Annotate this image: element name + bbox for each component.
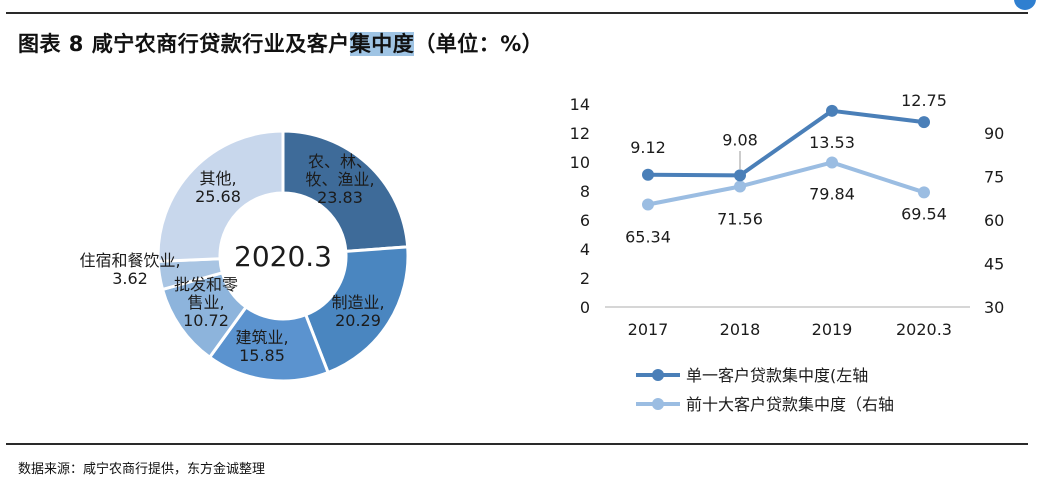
right-axis-tick-90: 90: [984, 124, 1004, 143]
series-right-label-3: 79.84: [809, 184, 855, 203]
donut-label-1-line-2: 牧、渔业,: [305, 170, 374, 189]
title-suffix: （单位：%）: [414, 32, 544, 56]
donut-label-3-line-2: 15.85: [239, 346, 285, 365]
left-axis-tick-14: 14: [570, 95, 590, 114]
donut-label-6-line-2: 25.68: [195, 187, 241, 206]
donut-slice-1: [281, 129, 410, 253]
title-prefix: 图表 8 咸宁农商行贷款行业及客户: [18, 32, 350, 56]
donut-label-2-line-1: 制造业,: [331, 293, 384, 312]
donut-label-1-line-1: 农、林、: [308, 152, 372, 171]
series-right-label-2: 71.56: [717, 209, 763, 228]
right-axis-tick-60: 60: [984, 211, 1004, 230]
donut-label-5-line-1: 住宿和餐饮业,: [79, 251, 180, 270]
donut-label-3-line-1: 建筑业,: [235, 328, 288, 347]
legend-left-swatch-dot: [652, 369, 664, 381]
left-axis-tick-2: 2: [580, 269, 590, 288]
legend-left-label: 单一客户贷款集中度(左轴: [686, 366, 868, 385]
series-right-label-4: 69.54: [901, 204, 947, 223]
left-axis-tick-8: 8: [580, 182, 590, 201]
series-left-label-4: 12.75: [901, 91, 947, 110]
series-right-label-1: 65.34: [625, 228, 671, 247]
left-axis-tick-12: 12: [570, 124, 590, 143]
left-axis-tick-4: 4: [580, 240, 590, 259]
title-highlight: 集中度: [349, 32, 415, 56]
left-axis-tick-0: 0: [580, 298, 590, 317]
donut-slice-2: [303, 245, 410, 375]
right-axis-tick-45: 45: [984, 255, 1004, 274]
series-left-label-2: 9.08: [722, 130, 758, 149]
x-tick-3: 2019: [812, 320, 853, 339]
source-note: 数据来源：咸宁农商行提供，东方金诚整理: [18, 462, 266, 477]
series-left-line: [647, 108, 925, 178]
donut-label-4-line-1: 批发和零: [174, 275, 238, 294]
series-left-point-1: [642, 168, 654, 181]
left-axis-tick-6: 6: [580, 211, 590, 230]
left-axis-tick-10: 10: [570, 153, 590, 172]
x-tick-1: 2017: [628, 320, 669, 339]
donut-slice-6: [156, 129, 285, 263]
series-right-point-1: [642, 198, 654, 211]
bottom-rule: [6, 443, 1028, 445]
donut-label-1-line-3: 23.83: [317, 188, 363, 207]
donut-label-2-line-2: 20.29: [335, 311, 381, 330]
legend-right-swatch-dot: [652, 398, 664, 410]
x-tick-4: 2020.3: [896, 320, 952, 339]
series-left-point-4: [918, 116, 930, 129]
series-left-label-1: 9.12: [630, 138, 666, 157]
series-right-point-3: [826, 156, 838, 169]
series-left-label-3: 13.53: [809, 133, 855, 152]
legend-right-label: 前十大客户贷款集中度（右轴: [686, 395, 894, 414]
series-left-point-2: [734, 169, 746, 182]
series-right-point-4: [918, 186, 930, 199]
donut-center-label: 2020.3: [234, 240, 332, 273]
donut-label-6-line-1: 其他,: [199, 169, 236, 188]
right-axis-tick-30: 30: [984, 298, 1004, 317]
x-tick-2: 2018: [720, 320, 761, 339]
right-axis-tick-75: 75: [984, 168, 1004, 187]
series-right-line: [647, 160, 925, 207]
top-rule: [6, 12, 1028, 14]
series-left-point-3: [826, 104, 838, 117]
donut-label-5-line-2: 3.62: [112, 269, 148, 288]
donut-label-4-line-2: 售业,: [187, 293, 224, 312]
corner-badge: [1014, 0, 1036, 10]
figure-title: 图表 8 咸宁农商行贷款行业及客户集中度（单位：%）: [18, 28, 543, 58]
donut-label-4-line-3: 10.72: [183, 311, 229, 330]
series-right-point-2: [734, 180, 746, 193]
